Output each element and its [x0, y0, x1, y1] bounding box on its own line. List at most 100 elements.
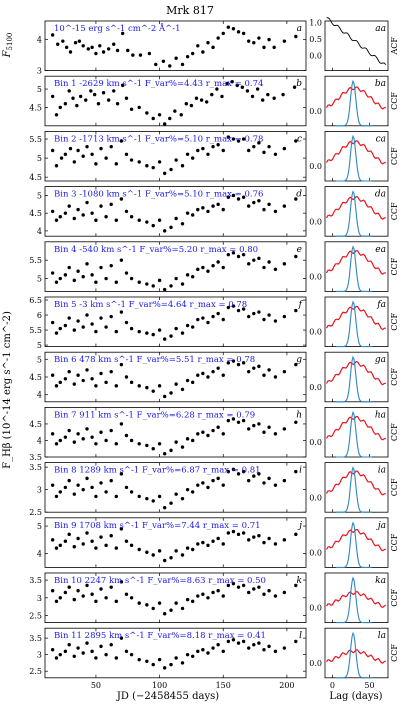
data-point: [50, 148, 55, 153]
data-point: [180, 387, 185, 392]
lag-panel-frame: [324, 130, 389, 182]
data-point: [109, 369, 113, 374]
data-point: [76, 319, 80, 323]
data-point: [189, 103, 194, 108]
data-point: [72, 545, 76, 549]
data-point: [114, 599, 118, 604]
data-point: [73, 41, 78, 45]
data-point: [294, 532, 298, 537]
data-point: [252, 144, 256, 149]
panel-letter: h: [296, 410, 302, 420]
data-point: [216, 143, 220, 147]
lag-panel-letter: ka: [375, 576, 386, 586]
panel-frame: [44, 462, 307, 513]
data-point: [226, 583, 231, 588]
data-point: [273, 432, 278, 436]
lag-panel-letter: ca: [376, 134, 386, 144]
data-point: [94, 442, 98, 446]
data-point: [63, 377, 68, 381]
panel-j: 4 5 Bin 9 1708 km s^-1 F_var%=7.44 r_max =…: [37, 517, 399, 568]
data-point: [137, 280, 141, 284]
data-point: [99, 265, 103, 270]
data-point: [58, 276, 62, 281]
data-point: [169, 334, 173, 338]
data-point: [56, 42, 60, 46]
data-point: [196, 44, 200, 48]
data-point: [294, 362, 298, 367]
data-point: [145, 282, 149, 286]
acf-curve: [326, 17, 387, 66]
data-point: [190, 213, 195, 217]
data-point: [180, 331, 185, 335]
panel-frame: [44, 241, 307, 292]
lag-panel-frame: [324, 186, 389, 237]
y-tick-label: 2.5: [29, 508, 42, 517]
data-point: [85, 583, 89, 588]
data-point: [104, 652, 108, 657]
data-point: [221, 207, 225, 212]
panel-annotation: Bin 10 2247 km s^-1 F_var%=8.63 r_max = …: [54, 576, 266, 586]
lag-panel-ylabel: ACF: [390, 37, 399, 56]
panel-g: 4 4.5 5 Bin 6 478 km s^-1 F_var%=5.51 r_max…: [29, 351, 399, 403]
lag-x-tick-label: 0: [330, 681, 335, 690]
y-tick-label: 3: [37, 67, 42, 76]
lag-x-tick-label: 50: [364, 681, 374, 690]
data-point: [262, 540, 266, 545]
data-point: [267, 644, 271, 649]
data-point: [58, 652, 62, 657]
data-point: [211, 590, 215, 595]
data-point: [247, 646, 251, 650]
data-point: [201, 206, 205, 210]
data-point: [114, 384, 118, 388]
data-point: [58, 490, 62, 494]
data-point: [151, 116, 155, 121]
data-point: [119, 527, 124, 531]
data-point: [72, 278, 76, 283]
data-point: [236, 197, 241, 201]
data-point: [221, 594, 225, 598]
data-point: [236, 585, 241, 589]
ccpd-histogram: [336, 300, 372, 348]
y-tick-label: 3.5: [29, 453, 42, 462]
data-point: [157, 494, 162, 499]
data-point: [201, 146, 205, 151]
data-point: [86, 47, 90, 51]
data-point: [241, 583, 246, 588]
data-point: [106, 98, 111, 102]
data-point: [114, 329, 118, 334]
continuum-y-label: F5100: [2, 33, 14, 59]
data-point: [94, 599, 98, 604]
data-point: [252, 311, 256, 316]
data-point: [129, 107, 134, 111]
data-point: [262, 592, 266, 596]
y-tick-label: 4: [37, 550, 42, 559]
data-point: [282, 646, 287, 650]
data-point: [81, 378, 85, 383]
data-point: [151, 662, 155, 667]
data-point: [137, 105, 141, 110]
data-point: [226, 252, 231, 257]
data-point: [98, 44, 102, 48]
data-point: [282, 314, 287, 319]
hbeta-y-label: F_Hβ (10^-14 erg s^-1 cm^-2): [2, 311, 13, 469]
data-point: [252, 200, 256, 205]
data-point: [241, 137, 246, 141]
data-point: [129, 490, 134, 494]
y-tick-label: 5: [37, 522, 42, 531]
data-point: [185, 437, 190, 441]
data-point: [231, 193, 236, 198]
y-tick-label: 4: [37, 227, 42, 236]
data-point: [261, 98, 265, 102]
data-point: [99, 535, 103, 539]
data-point: [201, 316, 205, 320]
data-point: [185, 378, 190, 383]
data-point: [231, 27, 236, 31]
panel-i: 2.5 3 3.5 Bin 8 1289 km s^-1 F_var%=6.87 r_…: [29, 462, 399, 517]
data-point: [85, 368, 89, 372]
data-point: [206, 651, 210, 655]
data-point: [173, 109, 177, 113]
data-point: [247, 590, 251, 595]
data-point: [262, 265, 266, 270]
data-point: [151, 389, 155, 393]
